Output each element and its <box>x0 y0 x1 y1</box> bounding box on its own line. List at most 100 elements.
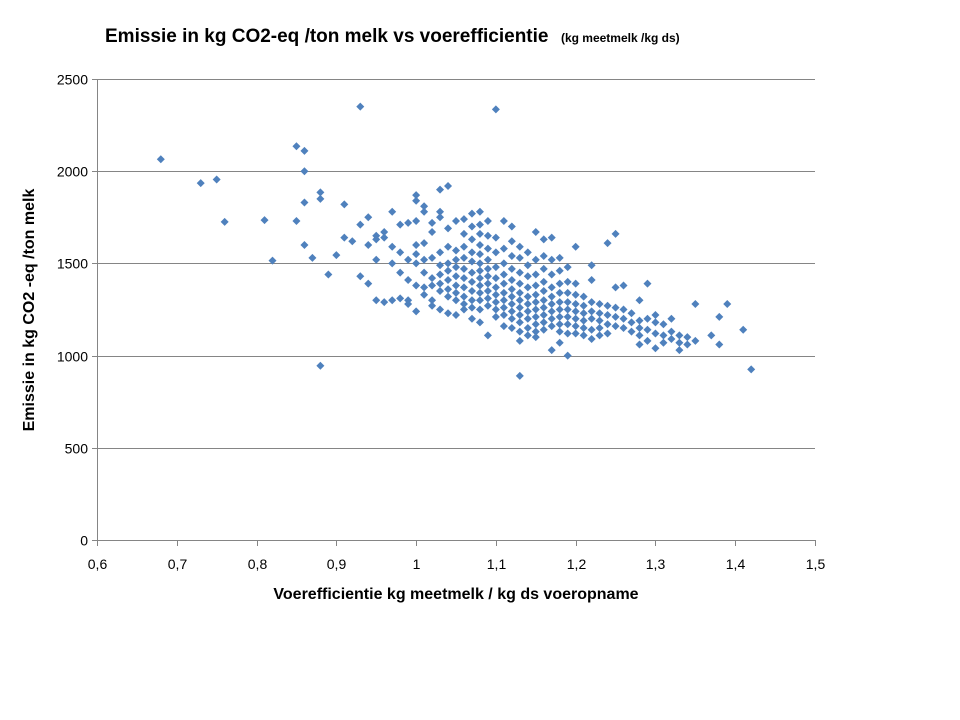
data-point <box>444 259 453 268</box>
data-point <box>428 228 437 237</box>
x-tick-labels: 0,6 0,7 0,8 0,9 1 1,1 1,2 1,3 1,4 1,5 <box>88 556 826 572</box>
data-point <box>260 216 269 225</box>
data-point <box>539 287 548 296</box>
data-point <box>459 242 468 251</box>
data-point <box>571 242 580 251</box>
data-point <box>571 279 580 288</box>
data-point <box>515 327 524 336</box>
data-point <box>420 255 429 264</box>
data-point <box>667 314 676 323</box>
data-point <box>388 259 397 268</box>
data-point <box>515 336 524 345</box>
data-point <box>739 325 748 334</box>
data-point <box>467 257 476 266</box>
data-point <box>475 266 484 275</box>
data-point <box>515 242 524 251</box>
data-point <box>444 181 453 190</box>
data-point <box>595 323 604 332</box>
data-point <box>475 259 484 268</box>
x-tick-label: 1,5 <box>806 556 826 572</box>
data-point <box>428 296 437 305</box>
data-point <box>396 248 405 257</box>
axes <box>92 79 816 546</box>
data-point <box>555 266 564 275</box>
data-point <box>571 307 580 316</box>
data-point <box>627 318 636 327</box>
data-point <box>452 311 460 320</box>
data-point <box>547 255 556 264</box>
data-point <box>356 102 365 111</box>
data-point <box>579 316 588 325</box>
data-point <box>563 277 572 286</box>
data-point <box>619 323 628 332</box>
data-point <box>467 314 476 323</box>
data-point <box>491 263 500 272</box>
data-point <box>420 202 429 211</box>
data-point <box>459 274 468 283</box>
data-point <box>523 283 532 292</box>
chart-title-sub: (kg meetmelk /kg ds) <box>561 31 680 45</box>
data-point <box>579 331 588 340</box>
data-point <box>507 323 516 332</box>
data-point <box>651 311 660 320</box>
data-point <box>300 146 309 155</box>
data-point <box>436 279 445 288</box>
x-tick-label: 0,7 <box>168 556 188 572</box>
data-point <box>436 305 445 314</box>
data-point <box>396 294 405 303</box>
data-point <box>324 270 333 279</box>
data-point <box>651 318 660 327</box>
data-point <box>523 323 532 332</box>
data-point <box>611 229 620 238</box>
data-point <box>452 281 460 290</box>
data-point <box>691 299 700 308</box>
data-point <box>316 361 325 370</box>
data-point <box>340 233 349 242</box>
data-point <box>404 218 413 227</box>
data-point <box>563 351 572 360</box>
data-point <box>340 200 349 209</box>
data-point <box>515 279 524 288</box>
data-point <box>523 331 532 340</box>
data-point <box>659 338 668 347</box>
data-point <box>595 316 604 325</box>
data-point <box>444 285 453 294</box>
data-point <box>595 299 604 308</box>
data-point <box>547 283 556 292</box>
data-point <box>603 301 612 310</box>
data-point <box>428 218 437 227</box>
data-point <box>531 312 540 321</box>
data-point <box>635 323 644 332</box>
data-point <box>515 303 524 312</box>
data-point <box>300 198 309 207</box>
data-point <box>459 283 468 292</box>
data-point <box>611 303 620 312</box>
chart-title-main: Emissie in kg CO2-eq /ton melk vs voeref… <box>105 26 549 47</box>
data-point <box>555 298 564 307</box>
data-point <box>571 290 580 299</box>
data-point <box>651 344 660 353</box>
data-point <box>452 216 460 225</box>
grid-lines <box>92 79 815 449</box>
data-point <box>643 314 652 323</box>
data-point <box>483 331 492 340</box>
data-point <box>619 314 628 323</box>
data-point <box>300 240 309 249</box>
data-point <box>531 305 540 314</box>
data-point <box>292 142 301 151</box>
data-point <box>523 299 532 308</box>
data-point <box>412 307 421 316</box>
data-point <box>499 311 508 320</box>
data-point <box>603 320 612 329</box>
data-point <box>555 312 564 321</box>
data-point <box>531 281 540 290</box>
data-point <box>515 296 524 305</box>
y-tick-label: 2000 <box>57 164 88 180</box>
x-tick-label: 1,3 <box>646 556 666 572</box>
data-point <box>523 248 532 257</box>
data-point <box>467 268 476 277</box>
data-point <box>356 272 365 281</box>
data-point <box>571 314 580 323</box>
data-point <box>555 305 564 314</box>
data-point <box>507 307 516 316</box>
